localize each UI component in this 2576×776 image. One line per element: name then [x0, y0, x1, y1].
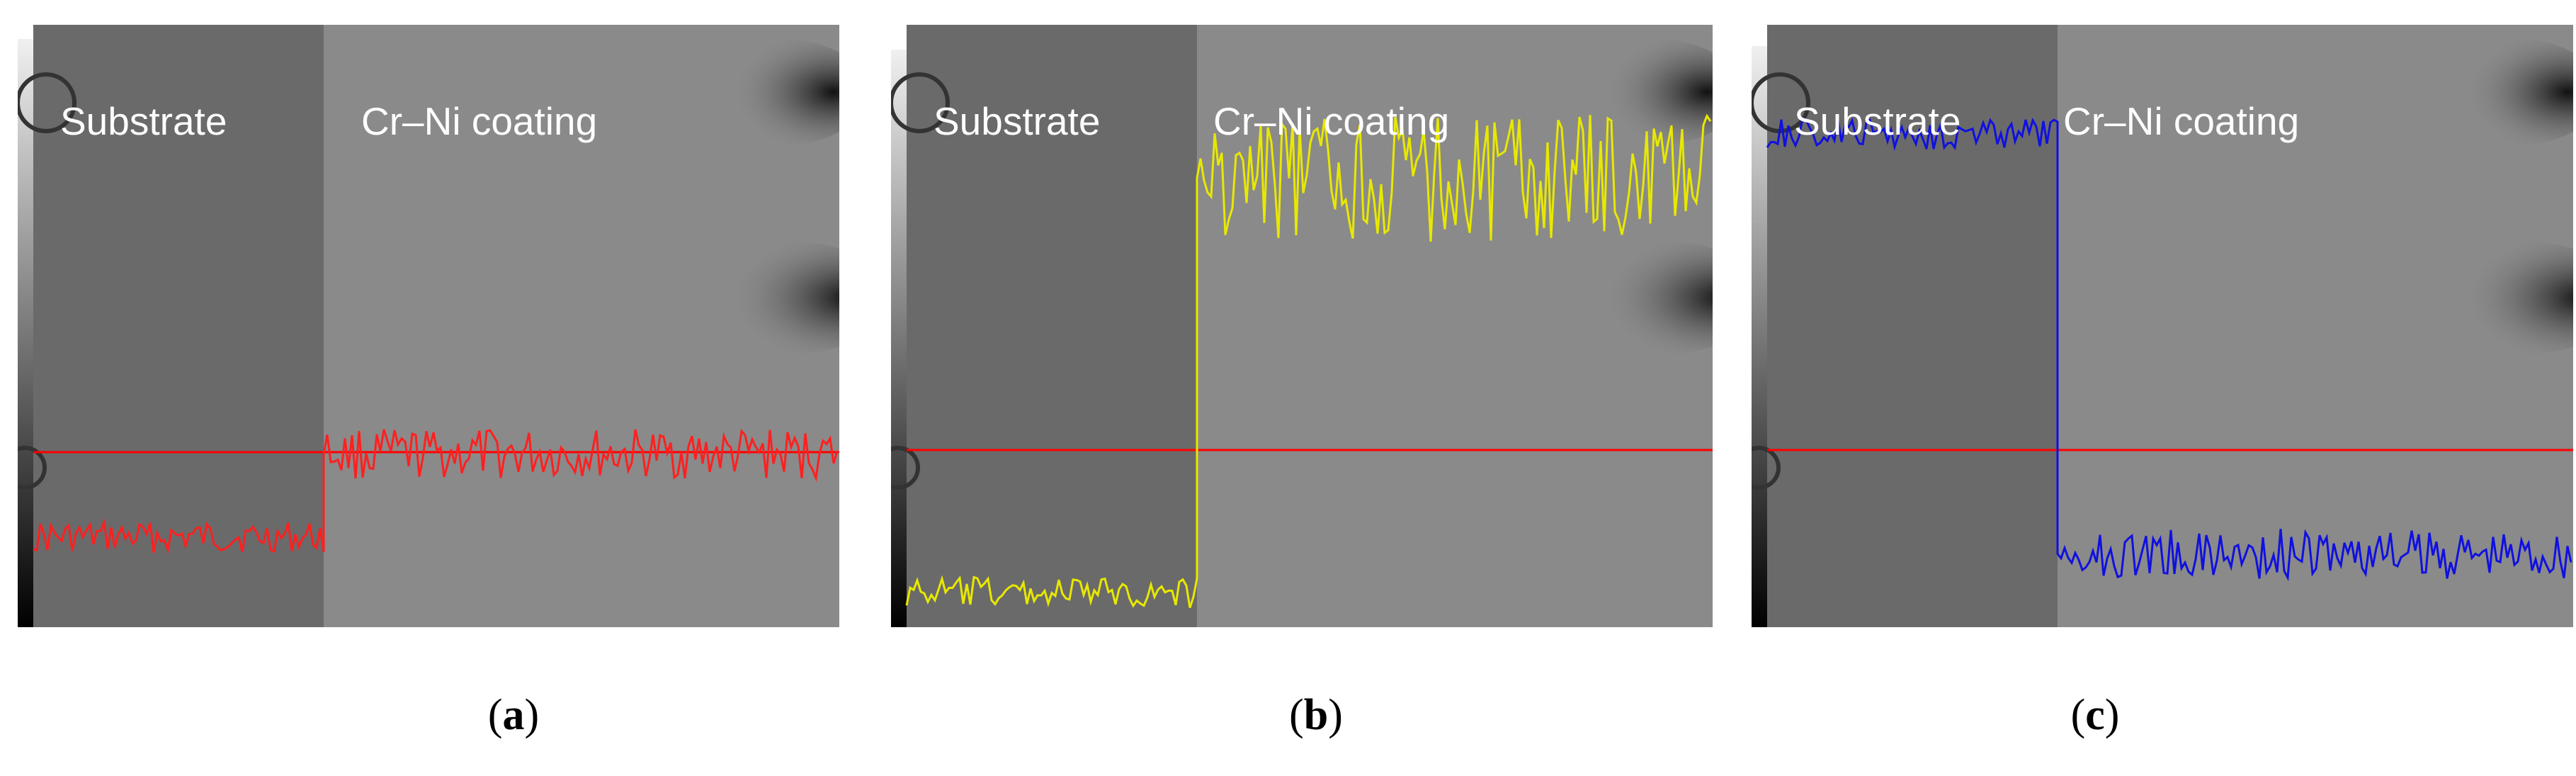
caption-paren-close: )	[524, 691, 540, 739]
profile-b-line	[905, 113, 1712, 609]
dark-spot	[698, 39, 839, 145]
grayscale-bar	[1752, 46, 1767, 627]
caption-paren-open: (	[1289, 691, 1304, 739]
caption-paren-open: (	[487, 691, 503, 739]
caption-paren-open: (	[2070, 691, 2086, 739]
caption-paren-close: )	[1328, 691, 1343, 739]
coating-label: Cr–Ni coating	[361, 99, 597, 143]
substrate-region	[1767, 25, 2058, 627]
caption-letter: c	[2085, 691, 2105, 739]
dark-spot	[1564, 241, 1713, 354]
pore	[891, 446, 920, 490]
profile-c-line	[1766, 116, 2572, 582]
dark-spot	[1571, 39, 1713, 145]
panel-c-micrograph: Substrate Cr–Ni coating	[1752, 25, 2573, 627]
panel-a-micrograph: Substrate Cr–Ni coating	[18, 25, 839, 627]
caption-letter: b	[1303, 691, 1329, 739]
caption-a: (a)	[443, 693, 584, 737]
caption-b: (b)	[1245, 693, 1387, 737]
pore	[18, 446, 47, 490]
panel-c-image: Substrate Cr–Ni coating	[1752, 25, 2573, 627]
caption-paren-close: )	[2104, 691, 2120, 739]
panel-b-image: Substrate Cr–Ni coating	[891, 25, 1713, 627]
caption-letter: a	[502, 691, 525, 739]
pore	[18, 72, 76, 133]
substrate-label: Substrate	[1794, 99, 1961, 143]
grayscale-bar	[891, 50, 907, 627]
grayscale-bar	[18, 39, 33, 627]
coating-label: Cr–Ni coating	[1213, 99, 1449, 143]
dark-spot	[2424, 241, 2573, 354]
coating-label: Cr–Ni coating	[2063, 99, 2299, 143]
dark-spot	[691, 241, 839, 354]
panel-a-image: Substrate Cr–Ni coating	[18, 25, 839, 627]
substrate-region	[907, 25, 1197, 627]
substrate-region	[33, 25, 324, 627]
profile-a-line	[33, 429, 839, 554]
substrate-label: Substrate	[934, 99, 1100, 143]
dark-spot	[2432, 39, 2573, 145]
pore	[891, 72, 950, 133]
pore	[1752, 446, 1781, 490]
panel-b-micrograph: Substrate Cr–Ni coating	[891, 25, 1713, 627]
caption-c: (c)	[2024, 693, 2166, 737]
substrate-label: Substrate	[60, 99, 227, 143]
